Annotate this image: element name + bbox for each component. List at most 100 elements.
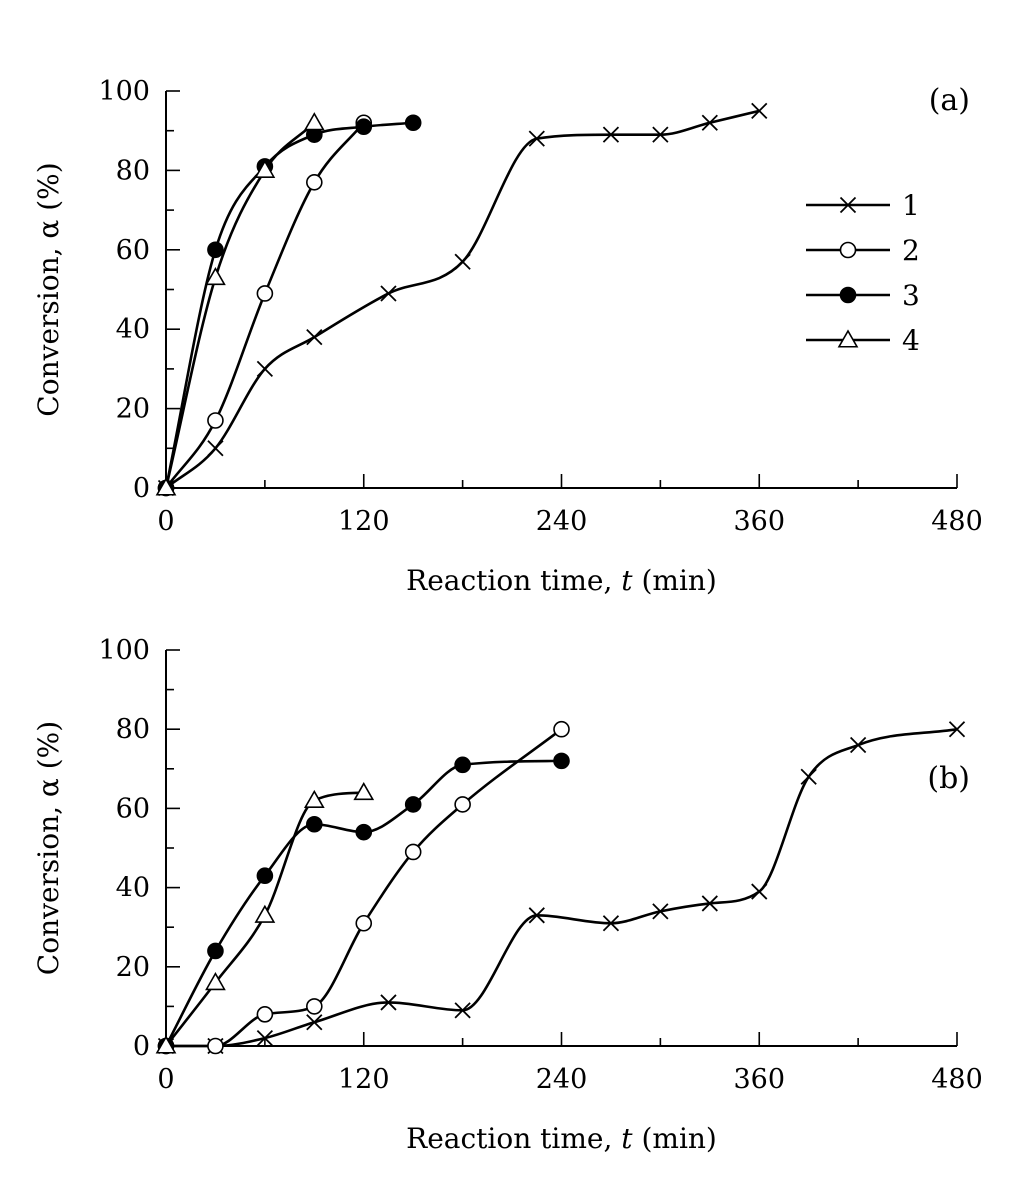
panel-a-series-1-point-b [454, 253, 471, 270]
panel-b-series-1-point [380, 994, 397, 1011]
panel-a-ytick-label: 40 [116, 314, 150, 345]
panel-a-series-1-point-b [256, 360, 274, 378]
panel-b-series-2-point [404, 843, 422, 861]
panel-b-xtick-label: 120 [338, 1064, 390, 1095]
panel-a-ytick-label: 20 [116, 394, 150, 425]
panel-a-series-1-point-b [652, 126, 669, 143]
panel-b-series-1-point [701, 895, 718, 912]
legend-entry-2: 2 [806, 234, 920, 267]
panel-a-series-1-point-b [751, 102, 768, 119]
panel-b-series-4-point [254, 904, 276, 923]
legend-entry-3: 3 [806, 279, 920, 312]
panel-b-series-1-point [800, 768, 817, 785]
panel-b-series-1-point [602, 915, 620, 932]
panel-a-series-4-point [254, 159, 276, 178]
panel-b-series-1-point-b [380, 994, 397, 1011]
panel-a-x-label-main: Reaction time, [406, 564, 621, 597]
panel-b-series-2-point [355, 914, 373, 932]
legend-marker-2 [839, 241, 857, 259]
panel-a-series-4-point [205, 266, 226, 286]
panel-b-series-3-line [164, 759, 562, 1047]
legend-marker-1-b [839, 196, 857, 214]
panel-a-xtick-label: 360 [733, 506, 785, 537]
panel-b-series-3-point [306, 815, 323, 833]
legend-label-3: 3 [902, 279, 920, 312]
panel-b-series-3-point [355, 823, 373, 841]
panel-a-series-1-point [207, 440, 224, 457]
panel-a-series-4-point [155, 477, 177, 496]
panel-b-series-2-point [306, 998, 323, 1015]
legend-label-2: 2 [902, 234, 920, 267]
panel-a-series-1-point-b [207, 440, 224, 457]
panel-a-ytick-label: 100 [98, 76, 150, 107]
panel-b-series-1-point-b [306, 1014, 323, 1031]
panel-a-legend: 1 2 3 4 [806, 189, 920, 357]
panel-b-series-3-point [207, 942, 224, 960]
panel-a-series-1-points [157, 102, 768, 497]
panel-a-series-1-point [380, 285, 397, 302]
panel-b-series-1-point-b [849, 736, 867, 754]
panel-b-ytick-label: 60 [116, 793, 150, 824]
panel-b-y-label: Conversion, α (%) [32, 721, 65, 975]
panel-b-series-1-point [751, 883, 768, 900]
panel-b-series-1-point-b [701, 895, 718, 912]
panel-a-series-1-point [652, 126, 669, 143]
panel-b-ytick-label: 100 [98, 635, 150, 666]
panel-a-x-label: Reaction time, t (min) [406, 564, 717, 597]
panel-b-series-1-point-b [256, 1029, 274, 1047]
panel-a-series-2-point [207, 412, 224, 429]
panel-b-ytick-label: 20 [116, 952, 150, 983]
panel-a-series-1-point-b [306, 329, 323, 346]
panel-a-series-1-point-b [528, 130, 545, 147]
panel-b-ytick-label: 40 [116, 873, 150, 904]
panel-b-series-2-points [157, 720, 570, 1055]
panel-b-series-2-point [553, 720, 570, 738]
legend-label-1: 1 [902, 189, 920, 222]
panel-b-series-1-point [528, 907, 545, 924]
panel-b-series-4-point [303, 789, 325, 809]
panel-b-xtick-label: 240 [536, 1064, 588, 1095]
panel-b-series-1-point [256, 1029, 274, 1047]
panel-b-series-1-point-b [602, 915, 620, 932]
panel-b-series-3-point [404, 796, 422, 813]
panel-b-series-1-point [849, 736, 867, 754]
panel-a-series-1-point [528, 130, 545, 147]
panel-a-series-4-line [164, 121, 316, 489]
panel-b-x-label-main: Reaction time, [406, 1122, 621, 1155]
panel-a-x-label-var: t [621, 564, 633, 597]
panel-b-x-label: Reaction time, t (min) [406, 1122, 717, 1155]
panel-b-series-2-point [207, 1037, 224, 1055]
panel-b-xtick-label: 480 [931, 1064, 983, 1095]
panel-a-series-3-line [164, 121, 414, 489]
panel-a-series-1-point [306, 329, 323, 346]
panel-a-series-1-point-b [380, 285, 397, 302]
legend-entry-4: 4 [806, 324, 920, 357]
panel-b-series-4-point [205, 972, 226, 991]
panel-a-series-1-point [256, 360, 274, 378]
panel-b-series-1-point [948, 721, 966, 738]
panel-a-series-4-points [155, 112, 325, 496]
panel-b-series-2-point [454, 796, 471, 813]
panel-a-xtick-label: 480 [931, 506, 983, 537]
legend-marker-1 [839, 196, 857, 214]
panel-a-label: (a) [929, 83, 970, 118]
panel-b-series-1-point-b [454, 1002, 471, 1019]
panel-b-series-4-point [353, 781, 375, 801]
panel-a-ytick-label: 60 [116, 235, 150, 266]
panel-b-label: (b) [927, 761, 970, 796]
panel-a-series-1-line [165, 109, 760, 490]
legend-marker-3 [839, 286, 857, 304]
panel-b-series-1-line [165, 727, 958, 1048]
panel-b-xtick-label: 0 [157, 1064, 174, 1095]
panel-a-series-1-point [701, 114, 718, 131]
panel-b-x-label-unit: (min) [633, 1122, 717, 1155]
panel-a-ytick-label: 80 [116, 155, 150, 186]
panel-a-series-2-point [256, 285, 274, 302]
panel-b-series-1-point [454, 1002, 471, 1019]
panel-a-series-1-point [602, 126, 620, 143]
panel-b-ytick-label: 0 [133, 1031, 150, 1062]
panel-a-series-1-point [454, 253, 471, 270]
panel-b-series-4-point [155, 1035, 177, 1054]
panel-b-series-2-point [256, 1006, 274, 1023]
